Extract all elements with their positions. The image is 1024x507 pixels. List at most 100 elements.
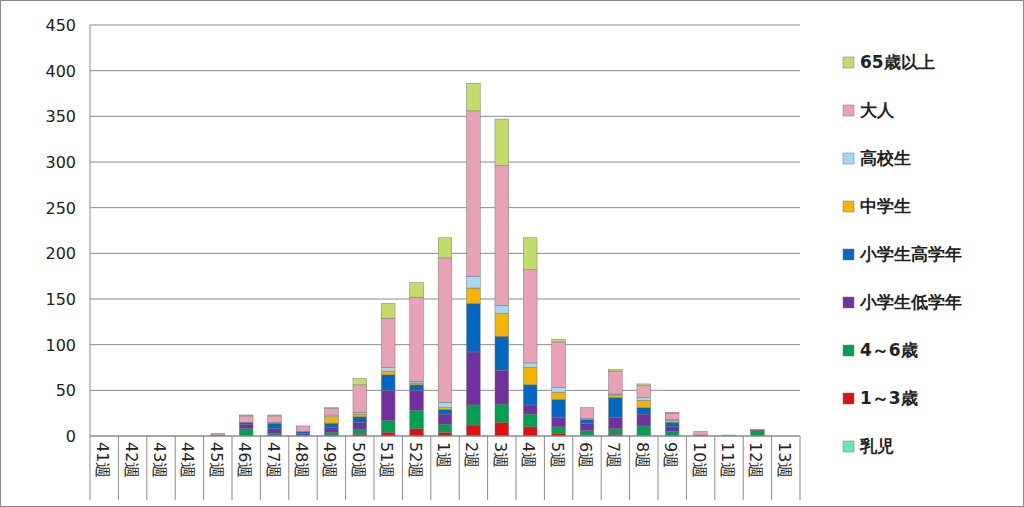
bar-segment bbox=[665, 420, 679, 422]
legend-label: 小学生高学年 bbox=[859, 244, 962, 264]
bar-segment bbox=[665, 427, 679, 432]
category-separator bbox=[743, 436, 744, 500]
bar-segment bbox=[410, 410, 424, 428]
x-tick-label: 44週 bbox=[178, 442, 197, 478]
category-separator bbox=[118, 436, 119, 500]
category-separator bbox=[487, 436, 488, 500]
bar-segment bbox=[381, 420, 395, 432]
bar-segment bbox=[467, 276, 481, 288]
category-separator bbox=[146, 436, 147, 500]
bar-segment bbox=[609, 369, 623, 371]
bar-segment bbox=[495, 422, 509, 436]
legend-swatch bbox=[843, 393, 854, 404]
category-separator bbox=[288, 436, 289, 500]
category-separator bbox=[544, 436, 545, 500]
bar-segment bbox=[552, 388, 566, 393]
bar-segment bbox=[239, 422, 253, 424]
bar-segment bbox=[580, 431, 594, 436]
y-tick-label: 150 bbox=[45, 290, 76, 309]
bar-segment bbox=[381, 375, 395, 391]
category-separator bbox=[572, 436, 573, 500]
category-separator bbox=[175, 436, 176, 500]
bar-segment bbox=[580, 407, 594, 408]
bar-segment bbox=[523, 270, 537, 363]
bar-segment bbox=[239, 414, 253, 416]
category-separator bbox=[90, 436, 91, 500]
bar-segment bbox=[751, 429, 765, 430]
bar-segment bbox=[665, 422, 679, 427]
x-tick-label: 3週 bbox=[491, 442, 510, 468]
bar-segment bbox=[353, 417, 367, 422]
chart: 05010015020025030035040045041週42週43週44週4… bbox=[0, 0, 1024, 507]
bar-segment bbox=[296, 433, 310, 435]
bar-segment bbox=[239, 429, 253, 436]
x-tick-label: 49週 bbox=[320, 442, 339, 478]
x-tick-label: 42週 bbox=[122, 442, 141, 478]
bar-segment bbox=[438, 414, 452, 424]
y-tick-label: 300 bbox=[45, 153, 76, 172]
bar-segment bbox=[552, 399, 566, 417]
bar-segment bbox=[381, 318, 395, 367]
bar-segment bbox=[467, 352, 481, 405]
category-separator bbox=[629, 436, 630, 500]
x-tick-label: 6週 bbox=[576, 442, 595, 468]
y-tick-label: 350 bbox=[45, 107, 76, 126]
bar-segment bbox=[523, 385, 537, 405]
x-tick-label: 41週 bbox=[93, 442, 112, 478]
bar-segment bbox=[552, 339, 566, 342]
bar-segment bbox=[467, 83, 481, 110]
category-separator bbox=[232, 436, 233, 500]
bar-segment bbox=[438, 424, 452, 432]
bar-segment bbox=[296, 425, 310, 426]
x-tick-label: 7週 bbox=[604, 442, 623, 468]
category-separator bbox=[317, 436, 318, 500]
bar-segment bbox=[239, 416, 253, 422]
bar-segment bbox=[410, 297, 424, 381]
x-tick-label: 47週 bbox=[264, 442, 283, 478]
bar-segment bbox=[609, 395, 623, 398]
legend-label: 1～3歳 bbox=[860, 388, 918, 408]
bar-segment bbox=[751, 429, 765, 430]
x-tick-label: 43週 bbox=[150, 442, 169, 478]
bar-segment bbox=[694, 431, 708, 435]
bar-segment bbox=[552, 342, 566, 388]
category-separator bbox=[203, 436, 204, 500]
y-tick-label: 100 bbox=[45, 336, 76, 355]
bar-segment bbox=[438, 402, 452, 407]
bar-segment bbox=[609, 398, 623, 418]
x-tick-label: 2週 bbox=[462, 442, 481, 468]
bar-segment bbox=[353, 414, 367, 417]
category-separator bbox=[516, 436, 517, 500]
bar-segment bbox=[637, 414, 651, 426]
bar-segment bbox=[268, 433, 282, 435]
bar-segment bbox=[325, 423, 339, 428]
bar-segment bbox=[410, 383, 424, 385]
bar-segment bbox=[665, 413, 679, 419]
bar-segment bbox=[268, 423, 282, 428]
category-separator bbox=[771, 436, 772, 500]
bar-segment bbox=[637, 426, 651, 435]
grid-line bbox=[90, 436, 800, 437]
x-tick-label: 5週 bbox=[548, 442, 567, 468]
legend-swatch bbox=[843, 345, 854, 356]
category-separator bbox=[345, 436, 346, 500]
bar-segment bbox=[325, 417, 339, 423]
bar-segment bbox=[467, 288, 481, 304]
legend-swatch bbox=[843, 105, 854, 116]
bar-segment bbox=[325, 409, 339, 415]
bar-segment bbox=[609, 418, 623, 429]
bar-segment bbox=[353, 422, 367, 429]
category-separator bbox=[800, 436, 801, 500]
y-tick-label: 50 bbox=[56, 381, 76, 400]
bar-segment bbox=[523, 427, 537, 436]
bar-segment bbox=[751, 431, 765, 436]
bar-segment bbox=[353, 378, 367, 384]
x-tick-label: 50週 bbox=[349, 442, 368, 478]
bar-segment bbox=[637, 398, 651, 401]
bar-segment bbox=[495, 370, 509, 404]
bar-segment bbox=[523, 414, 537, 427]
bar-segment bbox=[580, 408, 594, 419]
x-tick-label: 11週 bbox=[718, 442, 737, 478]
bar-segment bbox=[381, 368, 395, 372]
x-tick-label: 4週 bbox=[519, 442, 538, 468]
